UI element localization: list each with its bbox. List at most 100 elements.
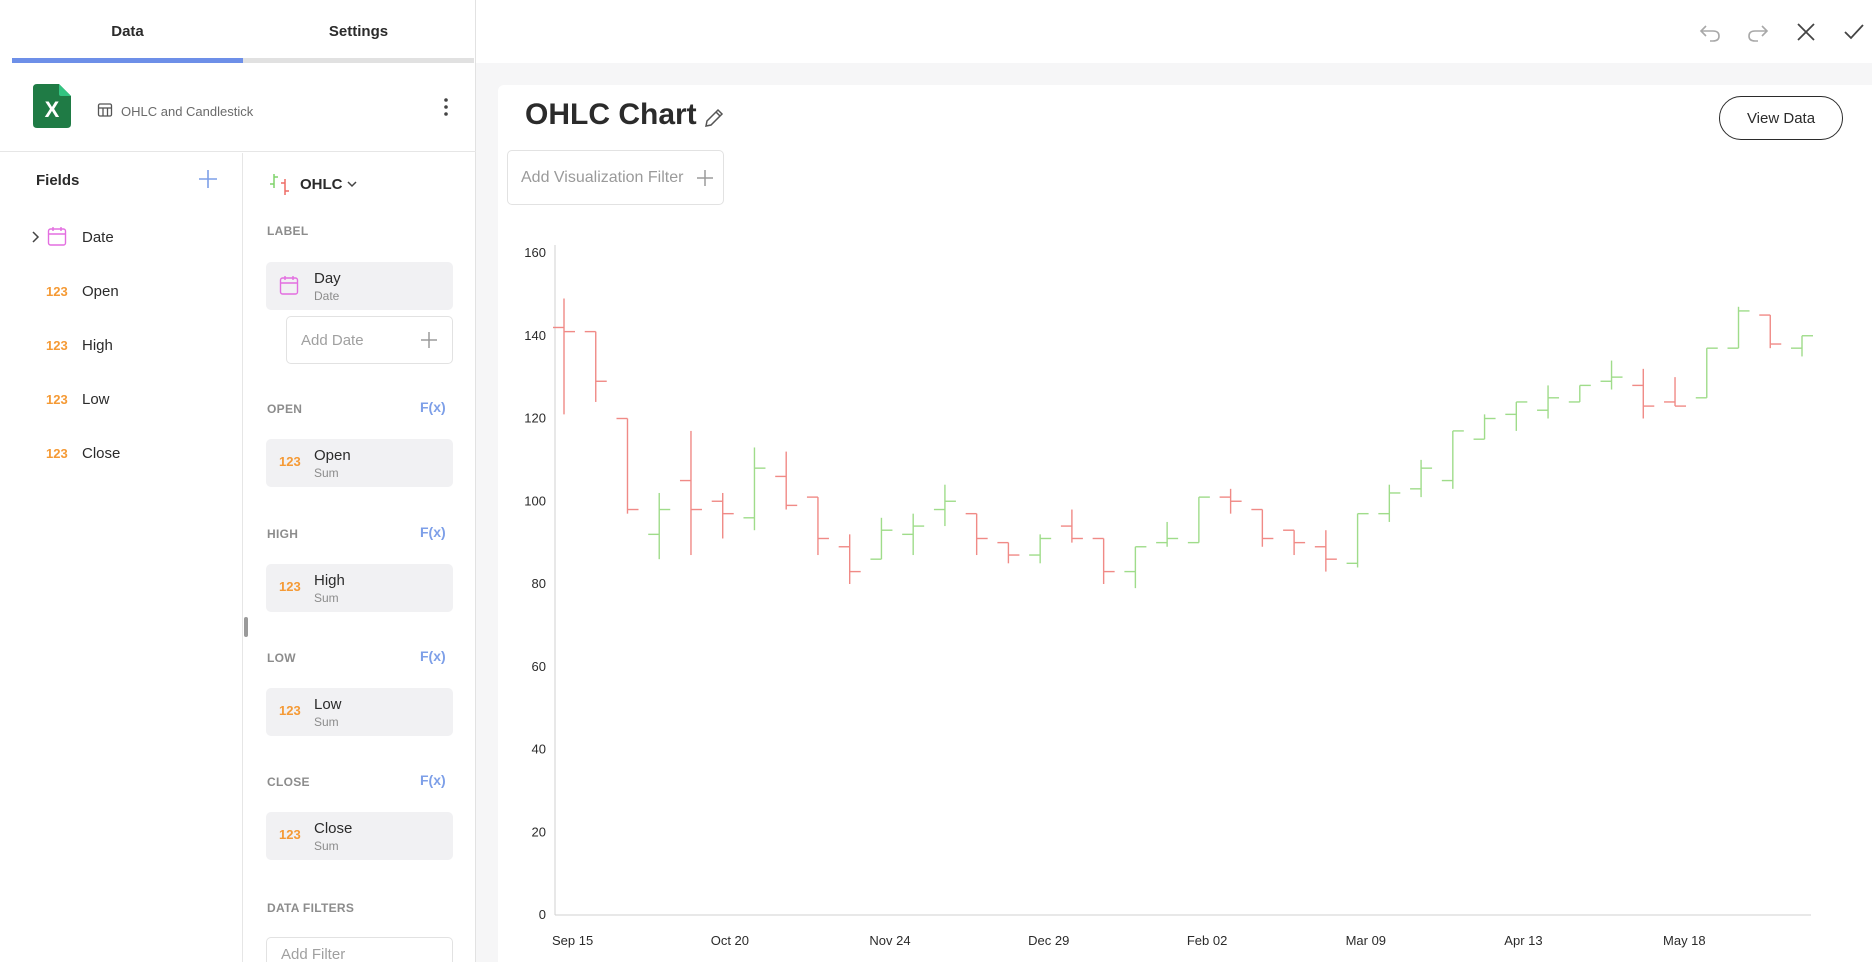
add-visualization-filter[interactable]: Add Visualization Filter <box>507 150 724 205</box>
field-item-close[interactable]: 123 Close <box>12 433 243 473</box>
redo-icon[interactable] <box>1746 20 1770 44</box>
low-fx-button[interactable]: F(x) <box>420 648 446 664</box>
x-tick-label: Sep 15 <box>552 933 593 948</box>
y-axis: 0 20 40 60 80 100 120 140 160 <box>524 245 556 922</box>
label-section-title: LABEL <box>267 224 309 238</box>
field-item-date[interactable]: Date <box>12 217 243 257</box>
panel-resize-handle[interactable] <box>244 617 248 637</box>
ohlc-bar <box>1251 508 1274 547</box>
ohlc-bar <box>806 496 829 556</box>
ohlc-bar <box>1695 347 1718 399</box>
plus-icon[interactable] <box>420 331 438 349</box>
number-type-icon: 123 <box>46 337 68 353</box>
low-field-pill[interactable]: 123 Low Sum <box>266 688 453 736</box>
x-tick-label: May 18 <box>1663 933 1706 948</box>
ohlc-bar <box>616 417 639 514</box>
ohlc-bar <box>1283 529 1306 556</box>
ohlc-bar <box>997 541 1020 564</box>
visualization-config-panel: OHLC LABEL Day Date Add Date <box>248 153 475 962</box>
ohlc-bar <box>933 484 956 527</box>
ohlc-bar <box>553 298 575 415</box>
ohlc-bar <box>743 447 766 531</box>
ohlc-bar <box>584 330 607 402</box>
x-tick-label: Dec 29 <box>1028 933 1069 948</box>
tab-settings[interactable]: Settings <box>243 0 474 63</box>
field-name: Low <box>82 390 110 408</box>
ohlc-bar <box>1219 488 1242 514</box>
calendar-icon <box>47 227 67 246</box>
ohlc-chart: 0 20 40 60 80 100 120 140 160 Sep 15 Oct 20 Nov 24… <box>524 245 1813 948</box>
close-field-pill[interactable]: 123 Close Sum <box>266 812 453 860</box>
viz-filter-placeholder: Add Visualization Filter <box>521 169 684 186</box>
kebab-menu-icon[interactable] <box>440 96 452 118</box>
tab-data[interactable]: Data <box>12 0 243 63</box>
ohlc-bar <box>1092 537 1115 584</box>
pill-title: High <box>314 572 345 589</box>
viz-type-selector[interactable]: OHLC <box>268 169 358 199</box>
number-type-icon: 123 <box>46 283 68 299</box>
panel-tabs: Data Settings <box>12 0 475 63</box>
confirm-check-icon[interactable] <box>1842 20 1866 44</box>
high-fx-button[interactable]: F(x) <box>420 524 446 540</box>
ohlc-bar <box>1664 377 1687 407</box>
field-item-open[interactable]: 123 Open <box>12 271 243 311</box>
field-item-high[interactable]: 123 High <box>12 325 243 365</box>
ohlc-chart-icon <box>270 174 289 195</box>
view-data-button[interactable]: View Data <box>1719 96 1843 140</box>
tab-settings-label: Settings <box>328 23 389 40</box>
add-field-icon[interactable] <box>196 167 220 191</box>
top-toolbar <box>476 0 1872 63</box>
field-item-low[interactable]: 123 Low <box>12 379 243 419</box>
field-name: Close <box>82 444 121 462</box>
pill-subtitle: Sum <box>314 591 339 605</box>
ohlc-bar <box>1346 512 1369 568</box>
plus-icon[interactable] <box>695 168 715 188</box>
fields-title: Fields <box>36 172 80 189</box>
y-tick-label: 140 <box>524 328 546 343</box>
x-tick-label: Nov 24 <box>869 933 910 948</box>
pill-subtitle: Sum <box>314 715 339 729</box>
high-section-title: HIGH <box>267 527 299 541</box>
open-fx-button[interactable]: F(x) <box>420 399 446 415</box>
add-data-filter-field[interactable]: Add Filter <box>266 937 453 962</box>
open-section-title: OPEN <box>267 402 303 416</box>
y-tick-label: 60 <box>532 659 546 674</box>
pill-subtitle: Date <box>314 289 340 303</box>
ohlc-bar <box>870 517 893 560</box>
x-tick-label: Feb 02 <box>1187 933 1227 948</box>
viz-type-label: OHLC <box>300 175 343 193</box>
data-source-row: X <box>0 64 476 152</box>
edit-pencil-icon[interactable] <box>702 106 726 130</box>
high-field-pill[interactable]: 123 High Sum <box>266 564 453 612</box>
open-field-pill[interactable]: 123 Open Sum <box>266 439 453 487</box>
ohlc-bar <box>1410 459 1433 498</box>
tab-data-indicator <box>12 58 243 63</box>
pill-subtitle: Sum <box>314 466 339 480</box>
label-field-pill[interactable]: Day Date <box>266 262 453 310</box>
close-section-title: CLOSE <box>267 775 310 789</box>
y-tick-label: 20 <box>532 824 546 839</box>
x-axis: Sep 15 Oct 20 Nov 24 Dec 29 Feb 02 Mar 09 Apr … <box>552 914 1811 948</box>
ohlc-bar <box>1060 509 1083 543</box>
low-section-title: LOW <box>267 651 296 665</box>
chevron-right-icon[interactable] <box>30 230 40 244</box>
calendar-icon <box>279 276 299 295</box>
number-type-icon: 123 <box>46 445 68 461</box>
excel-icon: X <box>33 84 71 128</box>
y-tick-label: 80 <box>532 576 546 591</box>
ohlc-bar <box>1537 385 1560 419</box>
ohlc-bar <box>1473 414 1496 440</box>
add-date-field[interactable]: Add Date <box>286 316 453 364</box>
ohlc-bar <box>1759 314 1782 349</box>
ohlc-bar <box>1727 306 1750 349</box>
x-tick-label: Apr 13 <box>1504 933 1542 948</box>
undo-icon[interactable] <box>1698 20 1722 44</box>
close-icon[interactable] <box>1794 20 1818 44</box>
ohlc-bar <box>1568 384 1591 403</box>
close-fx-button[interactable]: F(x) <box>420 772 446 788</box>
y-tick-label: 0 <box>539 907 546 922</box>
chart-title: OHLC Chart <box>525 98 697 131</box>
x-tick-label: Oct 20 <box>711 933 749 948</box>
add-filter-placeholder: Add Filter <box>281 946 346 962</box>
